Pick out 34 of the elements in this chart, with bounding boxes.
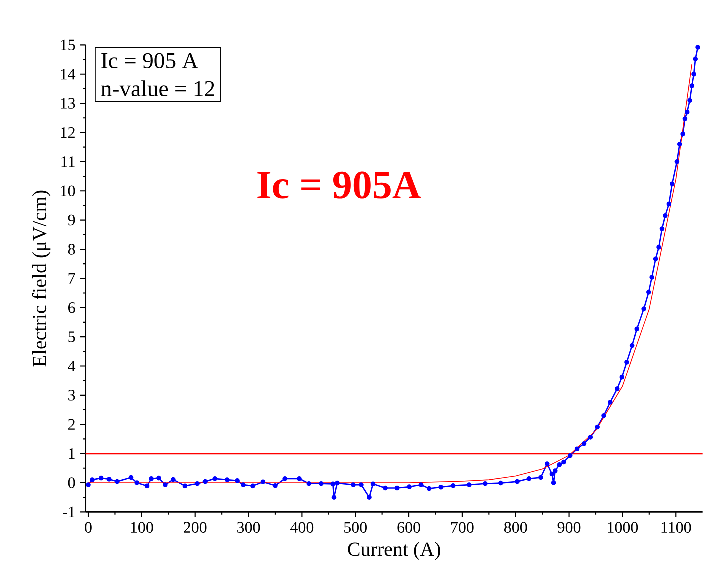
y-tick-label: 7 (68, 274, 76, 284)
x-tick-label: 700 (451, 522, 474, 534)
y-tick-label: 9 (68, 215, 76, 226)
x-tick-label: 100 (131, 522, 154, 534)
y-tick-label: 10 (61, 186, 76, 197)
x-axis-title: Current (A) (348, 542, 440, 560)
y-tick-label: 12 (61, 128, 75, 138)
x-tick-label: 600 (398, 522, 420, 534)
annotation: n-value = 12 (101, 80, 214, 97)
x-tick-label: 900 (558, 522, 581, 534)
x-tick-label: 500 (344, 522, 367, 534)
annotation: Ic = 905 A (102, 53, 198, 69)
y-tick-label: 14 (61, 69, 76, 80)
x-tick-label: 300 (238, 522, 260, 534)
y-tick-label: 5 (68, 332, 76, 342)
y-tick-label: -1 (63, 507, 75, 518)
x-tick-label: 200 (184, 522, 207, 534)
x-tick-label: 0 (85, 522, 92, 534)
y-tick-label: 2 (68, 419, 75, 430)
y-tick-label: 1 (69, 448, 75, 460)
y-tick-label: 3 (68, 390, 76, 401)
x-tick-label: 800 (504, 522, 528, 534)
x-tick-label: 1100 (662, 522, 692, 534)
y-tick-label: 4 (68, 361, 76, 372)
y-tick-label: 15 (61, 40, 76, 51)
y-tick-label: 8 (68, 244, 76, 256)
annotation: Ic = 905A (258, 172, 421, 199)
y-tick-label: 0 (68, 478, 76, 489)
y-tick-label: 13 (61, 98, 76, 110)
y-axis-title: Electric field (μV/cm) (32, 191, 51, 367)
x-tick-label: 1000 (608, 522, 638, 534)
y-tick-label: 6 (68, 302, 76, 314)
x-tick-label: 400 (290, 522, 314, 534)
y-tick-label: 11 (62, 156, 75, 168)
